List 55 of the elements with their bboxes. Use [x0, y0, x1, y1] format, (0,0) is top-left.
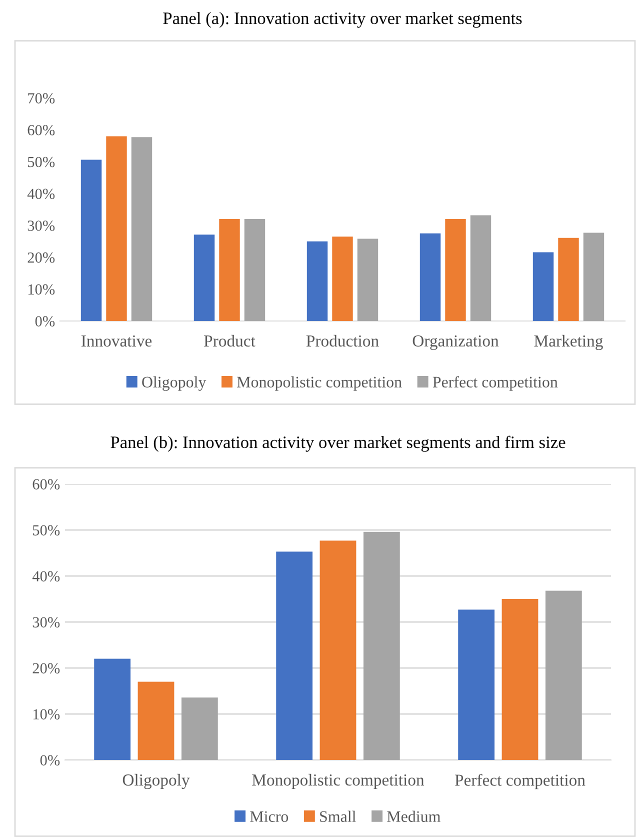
x-tick-label: Marketing [534, 334, 603, 350]
legend-label: Monopolistic competition [237, 376, 402, 391]
bar [502, 599, 538, 760]
x-tick-label: Perfect competition [454, 774, 586, 790]
y-tick-label: 50% [28, 156, 55, 168]
chart-title: Panel (a): Innovation activity over market segments [163, 12, 522, 28]
y-tick-label: 10% [28, 284, 55, 295]
y-tick-label: 10% [33, 709, 60, 720]
y-tick-label: 50% [33, 525, 60, 536]
legend-label: Small [320, 810, 356, 822]
bar [320, 540, 356, 760]
legend-label: Oligopoly [142, 376, 206, 391]
x-tick-label: Oligopoly [122, 774, 190, 790]
x-tick-label: Production [306, 334, 379, 347]
bar [244, 219, 266, 321]
bar [138, 682, 174, 760]
y-tick-label: 40% [27, 188, 55, 200]
bar [458, 610, 495, 760]
bar [219, 219, 240, 321]
bar [420, 233, 441, 321]
bar [276, 552, 313, 760]
bar [445, 219, 466, 321]
bar [194, 234, 215, 321]
bar [558, 238, 579, 321]
bar [583, 232, 604, 321]
y-tick-label: 30% [32, 617, 60, 628]
y-tick-label: 40% [32, 571, 60, 582]
x-tick-label: Monopolistic competition [252, 774, 424, 790]
legend-label: Perfect competition [432, 376, 558, 391]
bar [131, 137, 152, 321]
y-tick-label: 20% [32, 663, 60, 674]
x-tick-label: Innovative [81, 335, 152, 347]
legend-label: Micro [250, 811, 288, 822]
bar [470, 215, 492, 321]
bar [357, 238, 378, 321]
bar [80, 160, 102, 321]
bar [545, 590, 582, 760]
bar [332, 236, 353, 321]
y-tick-label: 20% [28, 252, 55, 263]
y-tick-label: 70% [28, 93, 55, 104]
bar [306, 241, 328, 321]
bar [181, 697, 218, 760]
y-tick-label: 30% [28, 220, 55, 231]
bar [106, 136, 127, 321]
y-tick-label: 60% [32, 479, 60, 490]
x-tick-label: Product [204, 334, 256, 347]
y-tick-label: 0% [40, 755, 60, 766]
chart-title: Panel (b): Innovation activity over market segments and firm size [110, 436, 566, 452]
bar [363, 532, 400, 760]
y-tick-label: 0% [35, 316, 55, 326]
bar [94, 658, 131, 760]
x-tick-label: Organization [412, 335, 499, 350]
legend-label: Medium [387, 810, 440, 822]
y-tick-label: 60% [28, 125, 55, 136]
bar [532, 252, 554, 321]
